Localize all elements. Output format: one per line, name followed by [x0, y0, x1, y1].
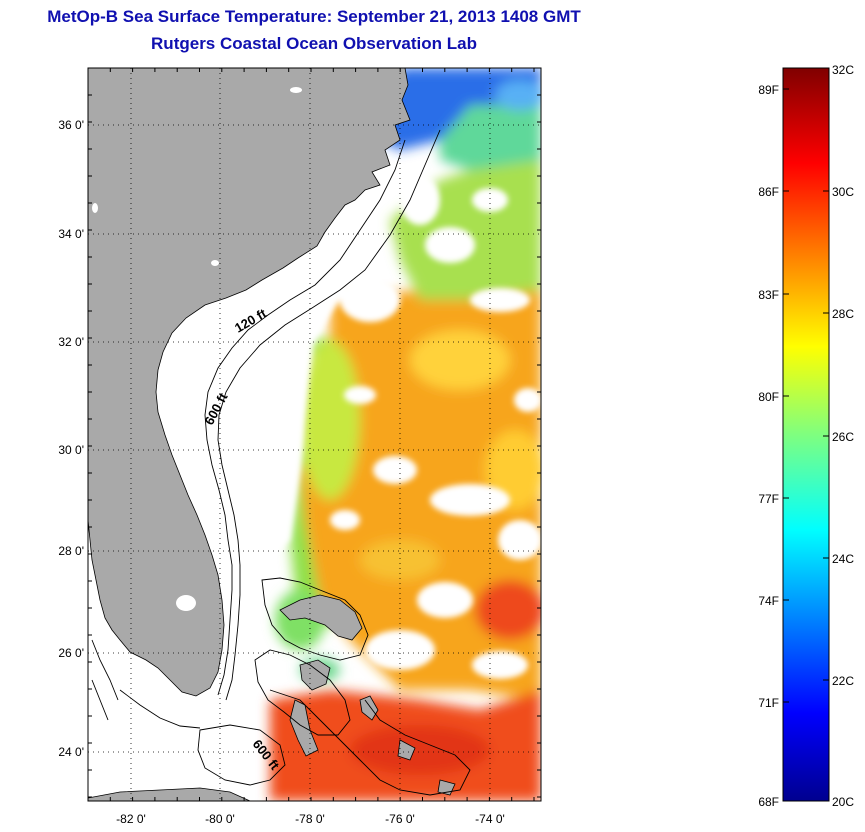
inland-lake — [92, 203, 98, 213]
lake-okeechobee — [176, 595, 196, 611]
colorbar-f-label: 74F — [758, 594, 779, 608]
lat-tick-label: 26 0' — [58, 646, 84, 660]
frame-ticks — [87, 67, 541, 801]
lon-tick-label: -76 0' — [385, 812, 415, 826]
colorbar-f-label: 86F — [758, 185, 779, 199]
lon-tick-label: -74 0' — [475, 812, 505, 826]
colorbar-c-label: 32C — [832, 63, 854, 77]
colorbar-c-label: 20C — [832, 795, 854, 809]
inland-lake — [211, 260, 219, 266]
colorbar-f-label: 89F — [758, 83, 779, 97]
lon-tick-label: -82 0' — [116, 812, 146, 826]
colorbar-f-label: 83F — [758, 288, 779, 302]
map-canvas — [88, 68, 541, 801]
lat-tick-label: 36 0' — [58, 118, 84, 132]
colorbar-c-label: 26C — [832, 430, 854, 444]
colorbar-ticks — [783, 88, 829, 703]
map-subtitle: Rutgers Coastal Ocean Observation Lab — [151, 34, 477, 53]
inland-lake — [290, 87, 302, 93]
lon-tick-label: -80 0' — [205, 812, 235, 826]
colorbar-f-label: 77F — [758, 492, 779, 506]
colorbar-f-label: 68F — [758, 795, 779, 809]
cuba-coast — [88, 787, 251, 801]
map-frame — [87, 67, 542, 802]
lat-tick-label: 24 0' — [58, 745, 84, 759]
colorbar-c-label: 30C — [832, 185, 854, 199]
lat-tick-label: 30 0' — [58, 443, 84, 457]
colorbar-f-label: 80F — [758, 390, 779, 404]
graticule — [88, 68, 541, 801]
colorbar-gradient — [782, 67, 830, 802]
land-mass — [88, 68, 411, 697]
lon-tick-label: -78 0' — [295, 812, 325, 826]
isobath-120ft — [204, 139, 406, 696]
lat-tick-label: 32 0' — [58, 335, 84, 349]
map-title: MetOp-B Sea Surface Temperature: Septemb… — [47, 7, 581, 26]
lat-tick-label: 28 0' — [58, 544, 84, 558]
colorbar: 89F 86F 83F 80F 77F 74F 71F 68F 32C 30C … — [758, 63, 854, 809]
isobath-contours — [91, 129, 471, 796]
colorbar-c-label: 28C — [832, 307, 854, 321]
colorbar-c-label: 24C — [832, 552, 854, 566]
colorbar-c-label: 22C — [832, 674, 854, 688]
colorbar-f-label: 71F — [758, 696, 779, 710]
bahamas-islands — [279, 594, 456, 796]
lat-tick-label: 34 0' — [58, 227, 84, 241]
isobath-600ft — [217, 129, 441, 701]
